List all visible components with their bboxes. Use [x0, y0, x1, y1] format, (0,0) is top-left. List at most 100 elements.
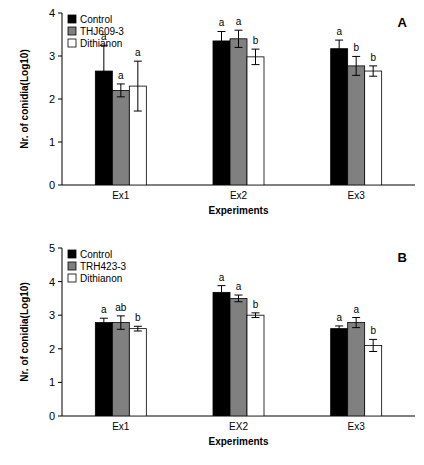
bar — [348, 66, 365, 185]
bar — [213, 292, 230, 416]
bar — [348, 323, 365, 416]
legend-label: Control — [80, 249, 112, 260]
tick — [58, 142, 62, 143]
bar — [247, 315, 264, 416]
significance-letter: a — [336, 312, 342, 323]
axis-label: Nr. of conidia(Log10) — [19, 282, 30, 381]
category-label: EX2 — [229, 421, 248, 432]
marks — [95, 30, 381, 185]
error-bar — [100, 318, 108, 327]
legend-swatch — [68, 250, 76, 258]
axis-label: Experiments — [208, 205, 268, 216]
tick-label: 1 — [49, 376, 55, 388]
error-bar — [369, 339, 377, 351]
legend-swatch — [68, 27, 76, 35]
error-bar — [252, 313, 260, 318]
tick — [58, 248, 62, 249]
error-bar — [235, 30, 243, 47]
significance-letter: ab — [115, 302, 127, 313]
annotations: aaaaababb — [101, 16, 376, 81]
tick-label: 3 — [49, 309, 55, 321]
tick — [58, 348, 62, 349]
significance-letter: b — [353, 42, 359, 53]
error-bar — [134, 61, 142, 111]
tick-label: 2 — [49, 93, 55, 105]
category-label: Ex3 — [348, 190, 366, 201]
error-bar — [218, 286, 226, 299]
tick — [58, 185, 62, 186]
tick-label: 3 — [49, 50, 55, 62]
tick — [58, 13, 62, 14]
error-bar — [117, 84, 125, 97]
legend: ControlTRH423-3Dithianon — [68, 249, 127, 284]
title: A — [398, 15, 408, 30]
bar — [95, 323, 112, 416]
error-bar — [352, 318, 360, 328]
error-bar — [134, 326, 142, 331]
tick-label: 0 — [49, 410, 55, 422]
legend: ControlTHJ609-3Dithianon — [68, 14, 124, 49]
category-label: Ex2 — [230, 190, 248, 201]
bar — [112, 323, 129, 416]
tick-label: 2 — [49, 343, 55, 355]
bar — [129, 329, 146, 416]
legend-label: TRH423-3 — [80, 261, 127, 272]
error-bar — [218, 31, 226, 50]
tick-label: 4 — [49, 276, 55, 288]
bar — [247, 57, 264, 185]
tick-label: 5 — [49, 242, 55, 254]
chart: 0 1 2 3 4 5 Nr. of conidia(Log10) Experiments B E… — [19, 242, 415, 447]
figure: 0 1 2 3 4 Nr. of conidia(Log10) Experiments A Ex… — [0, 0, 424, 465]
axis-label: Nr. of conidia(Log10) — [19, 49, 30, 148]
axis-label: Experiments — [208, 436, 268, 447]
significance-letter: b — [253, 299, 259, 310]
error-bar — [335, 40, 343, 57]
error-bar — [117, 316, 125, 329]
chart: 01234Nr. of conidia(Log10)ExperimentsAEx… — [19, 7, 415, 216]
significance-letter: a — [135, 47, 141, 58]
legend-label: Dithianon — [80, 38, 122, 49]
marks — [95, 286, 381, 416]
tick — [58, 56, 62, 57]
significance-letter: b — [370, 52, 376, 63]
significance-letter: a — [336, 26, 342, 37]
legend-label: THJ609-3 — [80, 26, 124, 37]
significance-letter: a — [236, 281, 242, 292]
error-bar — [352, 56, 360, 75]
significance-letter: a — [219, 272, 225, 283]
tick-label: 1 — [49, 136, 55, 148]
error-bar — [335, 326, 343, 331]
tick — [58, 315, 62, 316]
legend-label: Control — [80, 14, 112, 25]
tick — [58, 99, 62, 100]
y-axis — [62, 248, 63, 416]
title: B — [398, 250, 407, 265]
annotations: aaaabaabbb — [101, 272, 376, 337]
tick — [58, 281, 62, 282]
bar — [365, 345, 382, 416]
bar — [230, 298, 247, 416]
error-bar — [100, 45, 108, 97]
significance-letter: b — [135, 312, 141, 323]
bar — [331, 329, 348, 416]
significance-letter: b — [253, 35, 259, 46]
bar — [230, 39, 247, 185]
significance-letter: a — [219, 17, 225, 28]
significance-letter: a — [353, 304, 359, 315]
significance-letter: a — [118, 70, 124, 81]
tick-label: 0 — [49, 179, 55, 191]
legend-label: Dithianon — [80, 273, 122, 284]
bar — [112, 90, 129, 185]
legend-swatch — [68, 15, 76, 23]
error-bar — [252, 49, 260, 64]
significance-letter: b — [370, 325, 376, 336]
bar — [365, 71, 382, 185]
legend-swatch — [68, 262, 76, 270]
legend-swatch — [68, 274, 76, 282]
legend-swatch — [68, 39, 76, 47]
error-bar — [235, 295, 243, 302]
bar — [213, 41, 230, 185]
tick — [58, 416, 62, 417]
error-bar — [369, 66, 377, 76]
tick — [58, 382, 62, 383]
